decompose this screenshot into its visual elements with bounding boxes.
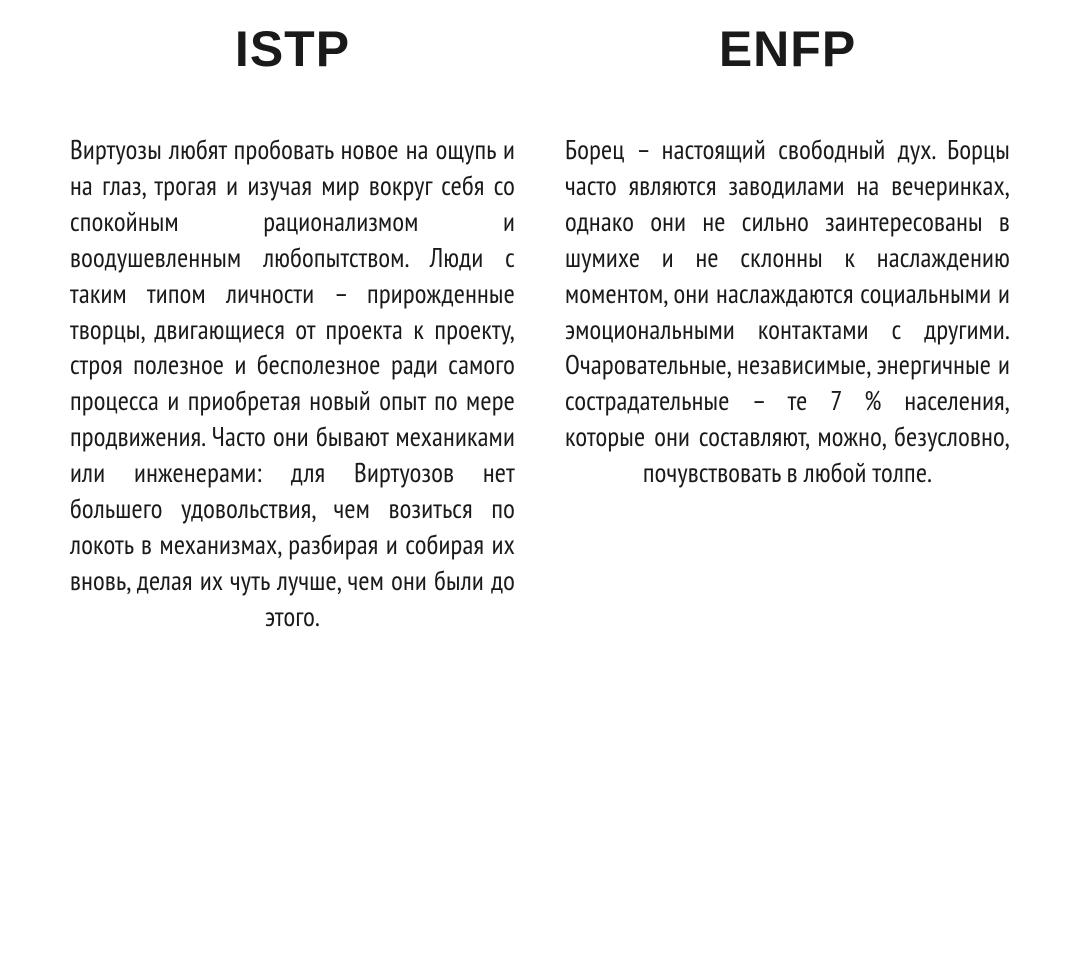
left-heading: ISTP [70,20,515,78]
left-body-text: Виртуозы любят пробовать новое на ощупь … [70,133,515,636]
two-column-layout: ISTP Виртуозы любят пробовать новое на о… [70,20,1010,915]
right-body-text: Борец – настоящий свободный дух. Борцы ч… [565,133,1010,492]
right-column: ENFP Борец – настоящий свободный дух. Бо… [565,20,1010,915]
right-heading: ENFP [565,20,1010,78]
left-column: ISTP Виртуозы любят пробовать новое на о… [70,20,515,915]
